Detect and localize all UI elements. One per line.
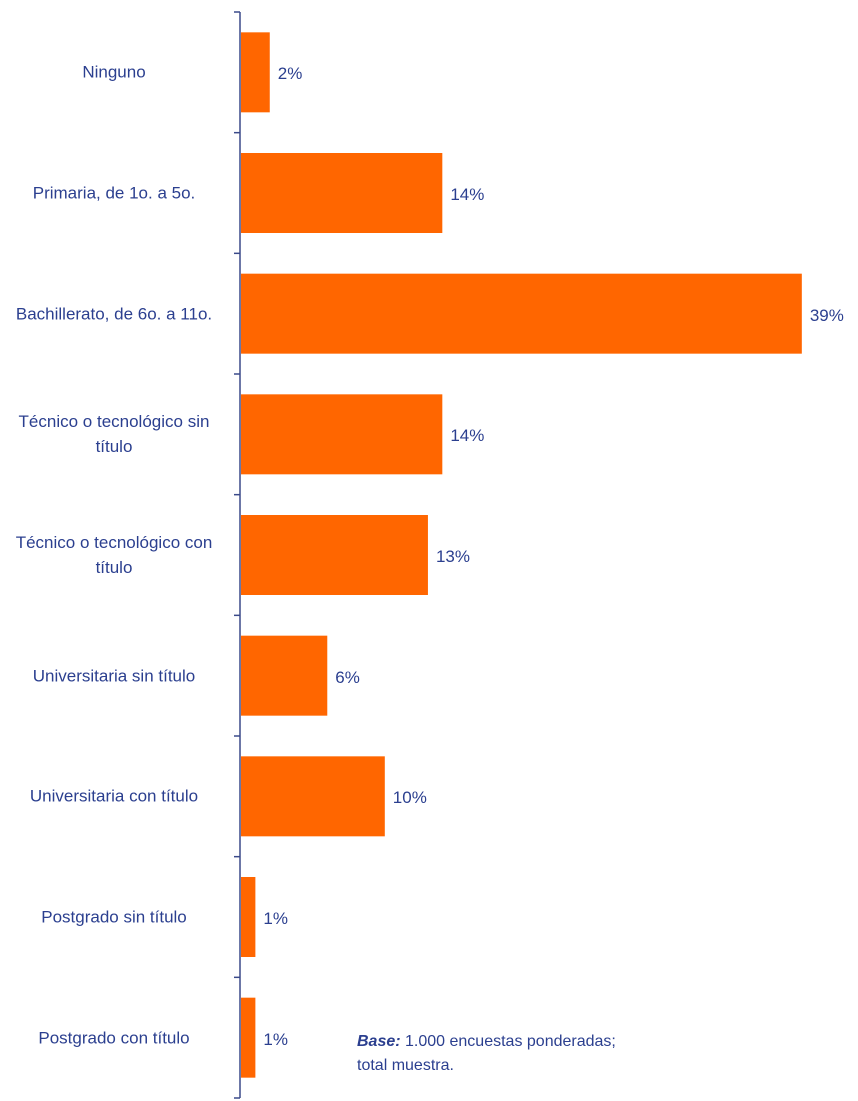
category-label: Bachillerato, de 6o. a 11o.	[15, 304, 213, 324]
category-label: Técnico o tecnológico sin título	[18, 412, 210, 457]
bar	[241, 515, 428, 595]
category-label: Postgrado con título	[38, 1028, 190, 1048]
category-label: Técnico o tecnológico con título	[15, 533, 213, 577]
category-label: Primaria, de 1o. a 5o.	[32, 183, 196, 203]
value-label: 14%	[450, 185, 485, 204]
category-label: Ninguno	[82, 62, 146, 82]
note-label: Base:	[357, 1033, 401, 1050]
note-text: 1.000 encuestas ponderadas; total muestr…	[357, 1033, 616, 1074]
value-label: 1%	[263, 909, 288, 928]
bar	[241, 877, 256, 957]
note: Base: 1.000 encuestas ponderadas; total …	[357, 1030, 632, 1078]
bar	[241, 153, 443, 233]
value-label: 1%	[263, 1029, 288, 1049]
value-label: 13%	[435, 547, 470, 566]
value-label: 10%	[392, 788, 427, 808]
value-label: 6%	[335, 667, 360, 687]
bar	[241, 997, 256, 1078]
category-label: Universitaria sin título	[32, 666, 196, 686]
value-label: 2%	[277, 64, 303, 84]
bar	[241, 273, 802, 354]
bar	[241, 635, 328, 716]
bar	[241, 756, 385, 837]
category-label: Universitaria con título	[29, 786, 199, 806]
category-label: Postgrado sin título	[41, 907, 187, 927]
bar	[241, 394, 443, 475]
bar	[241, 32, 270, 113]
value-label: 39%	[809, 305, 844, 325]
value-label: 14%	[450, 426, 485, 446]
